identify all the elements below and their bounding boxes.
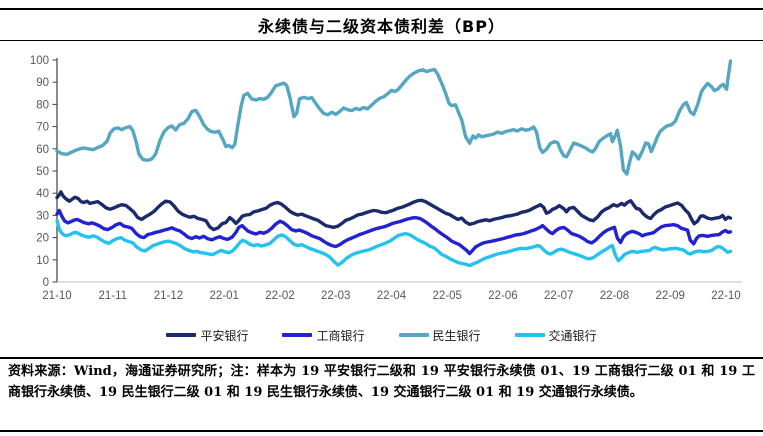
series-line-交通银行 bbox=[55, 218, 733, 268]
y-tick-label: 10 bbox=[36, 255, 49, 267]
x-tick-label: 22-01 bbox=[210, 290, 239, 302]
source-divider bbox=[0, 357, 763, 359]
x-tick-label: 22-03 bbox=[321, 290, 350, 302]
y-tick-label: 50 bbox=[36, 166, 49, 178]
title-divider bbox=[0, 40, 763, 41]
x-tick-label: 22-04 bbox=[377, 290, 407, 302]
series-line-民生银行 bbox=[55, 59, 733, 176]
legend-line-swatch bbox=[166, 333, 197, 337]
legend-line-swatch bbox=[398, 333, 429, 337]
legend-label: 民生银行 bbox=[432, 328, 481, 343]
y-tick-label: 0 bbox=[43, 277, 49, 289]
legend-label: 交通银行 bbox=[548, 328, 597, 343]
series-line-工商银行 bbox=[55, 208, 733, 256]
legend-line-swatch bbox=[514, 333, 545, 337]
chart-title: 永续债与二级资本债利差（BP） bbox=[258, 17, 505, 36]
legend-label: 工商银行 bbox=[316, 328, 365, 343]
legend-line-swatch bbox=[282, 333, 313, 337]
x-tick-label: 21-11 bbox=[98, 290, 127, 302]
x-tick-label: 22-10 bbox=[711, 290, 740, 302]
x-tick-label: 22-02 bbox=[265, 290, 294, 302]
y-tick-label: 70 bbox=[36, 122, 49, 134]
legend-item: 工商银行 bbox=[282, 327, 365, 344]
legend-item: 民生银行 bbox=[398, 327, 481, 344]
y-tick-label: 30 bbox=[36, 210, 49, 222]
y-tick-label: 100 bbox=[30, 55, 49, 67]
source-note: 资料来源：Wind，海通证券研究所；注：样本为 19 平安银行二级和 19 平安… bbox=[8, 364, 755, 400]
y-tick-label: 40 bbox=[36, 188, 49, 200]
chart-area: 0 10 20 30 40 50 60 70 80 90 100 21-10 21-11 21-12 22-… bbox=[0, 43, 763, 305]
bottom-rule bbox=[0, 430, 763, 432]
y-tick-label: 80 bbox=[36, 99, 49, 111]
x-tick-label: 22-07 bbox=[544, 290, 573, 302]
series-line-平安银行 bbox=[55, 190, 733, 232]
legend-item: 交通银行 bbox=[514, 327, 597, 344]
chart-legend: 平安银行 工商银行 民生银行 交通银行 bbox=[0, 327, 763, 343]
x-tick-label: 21-10 bbox=[42, 290, 71, 302]
y-tick-label: 20 bbox=[36, 233, 49, 245]
x-tick-label: 22-06 bbox=[488, 290, 517, 302]
title-row: 永续债与二级资本债利差（BP） bbox=[0, 10, 763, 40]
top-rule bbox=[0, 8, 763, 10]
spread-line-chart: 0 10 20 30 40 50 60 70 80 90 100 21-10 21-11 21-12 22-… bbox=[30, 55, 742, 302]
x-tick-label: 22-09 bbox=[656, 290, 685, 302]
legend-item: 平安银行 bbox=[166, 327, 248, 344]
x-tick-label: 22-05 bbox=[433, 290, 462, 302]
y-tick-label: 60 bbox=[36, 144, 49, 156]
legend-label: 平安银行 bbox=[200, 328, 249, 343]
x-tick-label: 22-08 bbox=[600, 290, 629, 302]
y-tick-label: 90 bbox=[36, 77, 49, 89]
x-tick-label: 21-12 bbox=[154, 290, 183, 302]
